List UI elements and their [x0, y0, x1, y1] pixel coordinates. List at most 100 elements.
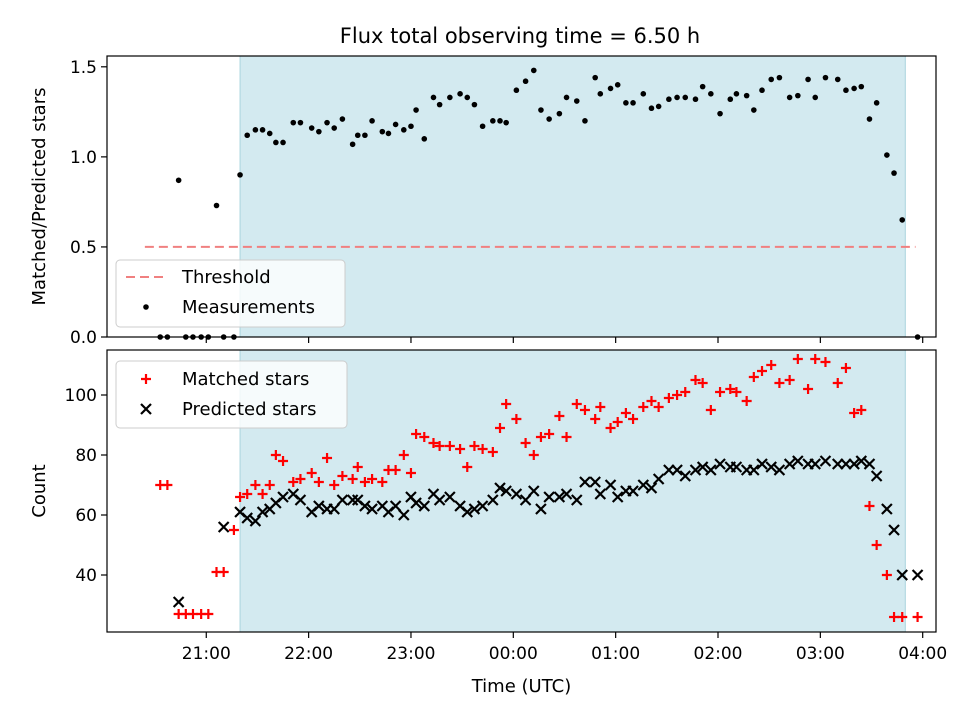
- measurement-point: [891, 170, 897, 176]
- measurement-point: [331, 125, 338, 131]
- measurement-point: [708, 91, 714, 97]
- matched-point: [495, 423, 506, 433]
- measurement-point: [379, 128, 386, 135]
- matched-point: [462, 462, 473, 472]
- measurement-point: [354, 132, 361, 139]
- matched-point: [554, 411, 565, 421]
- measurement-point: [858, 83, 865, 90]
- predicted-point: [881, 503, 893, 515]
- measurement-point: [273, 139, 279, 146]
- measurement-point: [866, 116, 873, 122]
- matched-point: [897, 612, 908, 622]
- measurement-point: [408, 123, 414, 130]
- predicted-point: [313, 500, 325, 512]
- matched-point: [367, 474, 378, 484]
- matched-point: [856, 405, 867, 415]
- predicted-point: [689, 464, 702, 476]
- predicted-point: [783, 458, 796, 470]
- matched-point: [881, 570, 892, 580]
- measurement-point: [717, 110, 723, 117]
- measurement-point: [324, 119, 330, 126]
- matched-point: [912, 612, 923, 622]
- measurement-legend-label: Measurements: [182, 297, 315, 318]
- matched-point: [203, 609, 214, 619]
- measurement-point: [899, 217, 906, 223]
- predicted-point: [510, 488, 523, 500]
- measurement-point: [812, 94, 819, 101]
- matched-point: [628, 414, 639, 424]
- measurement-point: [259, 127, 266, 133]
- predicted-point: [487, 494, 499, 506]
- measurement-point: [280, 139, 286, 146]
- matched-point: [419, 432, 430, 442]
- matched-point: [590, 414, 601, 424]
- measurement-point: [290, 119, 297, 126]
- matched-point: [595, 402, 606, 412]
- measurement-point: [873, 100, 880, 106]
- predicted-point: [604, 479, 617, 491]
- predicted-point: [809, 458, 822, 470]
- measurement-point: [513, 87, 520, 94]
- measurement-point: [630, 100, 636, 106]
- predicted-point: [671, 464, 683, 476]
- y-tick-label: 100: [65, 386, 97, 406]
- predicted-point: [652, 473, 665, 485]
- measurement-point: [308, 125, 315, 131]
- predicted-point: [911, 569, 924, 581]
- matched-point: [810, 354, 821, 364]
- x-axis-label: Time (UTC): [471, 676, 572, 697]
- predicted-legend-swatch: [140, 403, 152, 415]
- measurement-point: [640, 91, 647, 97]
- matched-point: [579, 405, 590, 415]
- y-tick-label: 0.0: [70, 328, 97, 348]
- matched-point: [242, 489, 253, 499]
- matched-point: [803, 384, 814, 394]
- measurement-point: [385, 130, 392, 137]
- matched-point: [313, 477, 324, 487]
- measurement-point: [563, 94, 570, 101]
- predicted-point: [705, 464, 717, 476]
- matched-point: [390, 465, 401, 475]
- x-tick-label: 00:00: [489, 644, 538, 664]
- measurement-point: [699, 83, 706, 90]
- bottom-y-axis-label: Count: [29, 464, 50, 517]
- matched-point: [411, 429, 422, 439]
- measurement-point: [339, 116, 346, 122]
- measurement-point: [682, 94, 689, 101]
- matched-point: [501, 399, 512, 409]
- predicted-point: [888, 524, 900, 536]
- matched-point: [849, 408, 860, 418]
- predicted-point: [433, 494, 446, 506]
- measurement-point: [573, 98, 580, 104]
- measurement-point: [582, 118, 588, 124]
- matched-point: [741, 396, 752, 406]
- matched-point: [620, 408, 631, 418]
- measurement-point: [530, 67, 537, 74]
- predicted-point: [560, 488, 573, 500]
- matched-point: [561, 432, 572, 442]
- predicted-point: [645, 482, 658, 494]
- matched-legend-label: Matched stars: [182, 369, 309, 390]
- measurement-point: [457, 91, 463, 97]
- matched-point: [864, 501, 875, 511]
- predicted-point: [553, 491, 566, 503]
- measurement-point: [851, 85, 857, 92]
- matched-point: [487, 447, 498, 457]
- matched-point: [605, 423, 616, 433]
- x-tick-label: 21:00: [182, 644, 231, 664]
- measurement-point: [316, 128, 322, 135]
- predicted-point: [217, 521, 230, 533]
- measurement-point: [266, 130, 273, 137]
- x-tick-label: 22:00: [284, 644, 333, 664]
- measurement-point: [592, 74, 598, 81]
- predicted-point: [714, 458, 726, 470]
- top-plot-marks: [144, 67, 921, 340]
- measurement-point: [471, 101, 478, 108]
- top-observing-span: [239, 55, 906, 338]
- measurement-point: [751, 107, 757, 113]
- matched-point: [377, 477, 388, 487]
- predicted-point: [366, 503, 378, 515]
- bottom-axes-frame: [106, 349, 937, 633]
- matched-point: [337, 471, 348, 481]
- predicted-point: [870, 470, 883, 482]
